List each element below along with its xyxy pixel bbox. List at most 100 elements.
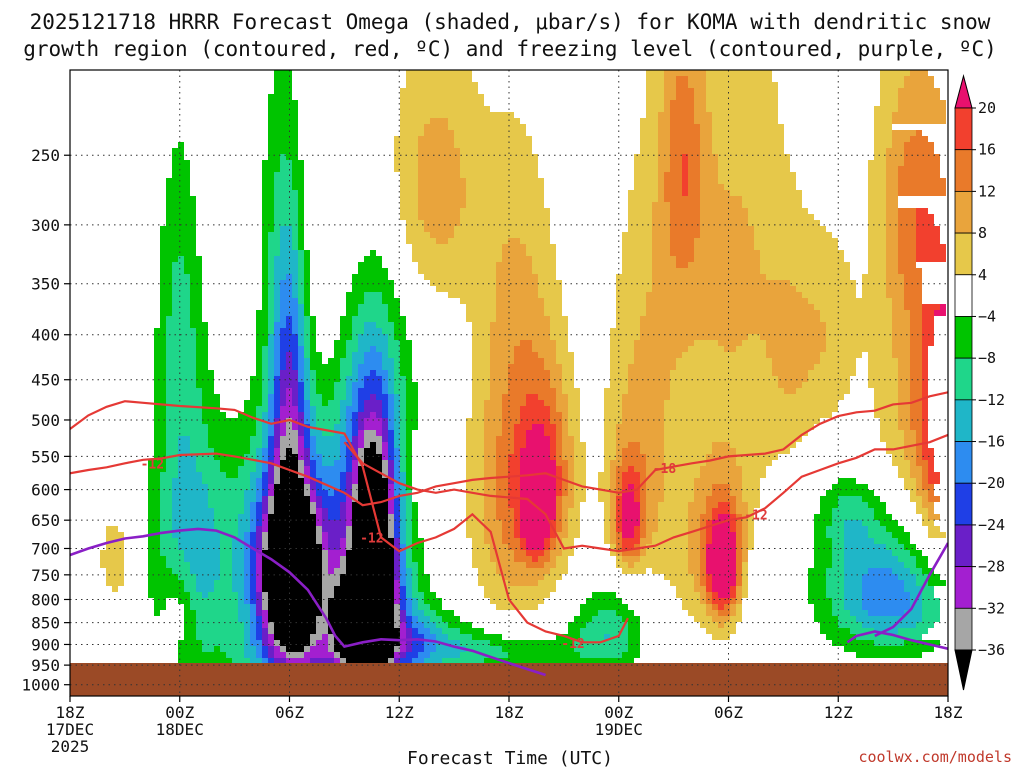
omega-cell: [316, 520, 322, 526]
omega-cell: [160, 268, 172, 274]
omega-cell: [280, 316, 286, 322]
omega-cell: [502, 412, 520, 418]
omega-cell: [400, 490, 406, 496]
omega-cell: [874, 130, 892, 136]
omega-cell: [250, 478, 256, 484]
omega-cell: [400, 520, 406, 526]
omega-cell: [676, 592, 700, 598]
omega-cell: [298, 292, 304, 298]
omega-cell: [268, 472, 274, 478]
omega-cell: [268, 532, 316, 538]
omega-cell: [346, 394, 352, 400]
omega-cell: [670, 232, 700, 238]
omega-cell: [340, 484, 346, 490]
omega-cell: [244, 550, 250, 556]
omega-cell: [640, 130, 658, 136]
omega-cell: [898, 220, 916, 226]
omega-cell: [400, 472, 406, 478]
omega-cell: [388, 376, 394, 382]
omega-cell: [358, 346, 370, 352]
omega-cell: [346, 538, 352, 544]
omega-cell: [646, 94, 664, 100]
omega-cell: [328, 604, 394, 610]
omega-cell: [742, 340, 766, 346]
x-tick-label-00Z: 00Z: [165, 703, 194, 722]
omega-cell: [208, 424, 256, 430]
omega-cell: [562, 454, 574, 460]
omega-cell: [274, 226, 280, 232]
omega-cell: [298, 262, 304, 268]
omega-cell: [418, 154, 460, 160]
omega-cell: [604, 442, 616, 448]
omega-cell: [322, 496, 346, 502]
omega-cell: [328, 490, 334, 496]
omega-cell: [550, 448, 556, 454]
omega-cell: [214, 508, 244, 514]
omega-cell: [256, 610, 262, 616]
omega-cell: [274, 220, 298, 226]
omega-cell: [586, 598, 622, 604]
omega-cell: [172, 292, 190, 298]
omega-cell: [280, 430, 286, 436]
omega-cell: [346, 424, 352, 430]
omega-cell: [898, 538, 910, 544]
omega-cell: [646, 490, 664, 496]
omega-cell: [616, 538, 622, 544]
chart-title-line-2: growth region (contoured, red, ºC) and f…: [23, 37, 997, 61]
omega-cell: [730, 610, 736, 616]
omega-cell: [400, 352, 412, 358]
omega-cell: [328, 598, 394, 604]
omega-cell: [310, 442, 316, 448]
omega-cell: [418, 148, 460, 154]
omega-cell: [868, 376, 898, 382]
omega-cell: [658, 118, 670, 124]
omega-cell: [748, 526, 754, 532]
omega-cell: [202, 400, 220, 406]
omega-cell: [172, 310, 190, 316]
omega-cell: [274, 286, 280, 292]
omega-cell: [418, 196, 466, 202]
omega-cell: [262, 598, 268, 604]
omega-cell: [610, 496, 616, 502]
omega-cell: [250, 508, 256, 514]
omega-cell: [166, 334, 196, 340]
omega-cell: [382, 418, 388, 424]
omega-cell: [700, 154, 718, 160]
omega-cell: [268, 430, 274, 436]
omega-cell: [406, 382, 418, 388]
omega-cell: [538, 286, 562, 292]
omega-cell: [808, 598, 832, 604]
omega-cell: [688, 166, 700, 172]
omega-cell: [334, 460, 346, 466]
omega-cell: [874, 112, 892, 118]
omega-cell: [874, 538, 898, 544]
omega-cell: [388, 340, 400, 346]
omega-cell: [466, 484, 484, 490]
omega-cell: [484, 508, 496, 514]
omega-cell: [274, 340, 280, 346]
omega-cell: [874, 412, 898, 418]
omega-cell: [742, 478, 760, 484]
omega-cell: [316, 532, 322, 538]
omega-cell: [862, 520, 880, 526]
omega-cell: [172, 568, 190, 574]
omega-cell: [730, 616, 742, 622]
omega-cell: [262, 586, 322, 592]
omega-cell: [466, 436, 484, 442]
omega-cell: [166, 340, 196, 346]
omega-cell: [886, 190, 898, 196]
omega-cell: [658, 160, 670, 166]
omega-cell: [268, 328, 274, 334]
omega-cell: [526, 394, 538, 400]
omega-cell: [256, 478, 262, 484]
omega-cell: [298, 226, 304, 232]
omega-cell: [826, 568, 844, 574]
omega-cell: [646, 460, 664, 466]
omega-cell: [394, 448, 400, 454]
omega-cell: [664, 106, 670, 112]
omega-cell: [292, 322, 298, 328]
omega-cell: [700, 202, 742, 208]
omega-cell: [628, 214, 652, 220]
omega-cell: [166, 442, 178, 448]
